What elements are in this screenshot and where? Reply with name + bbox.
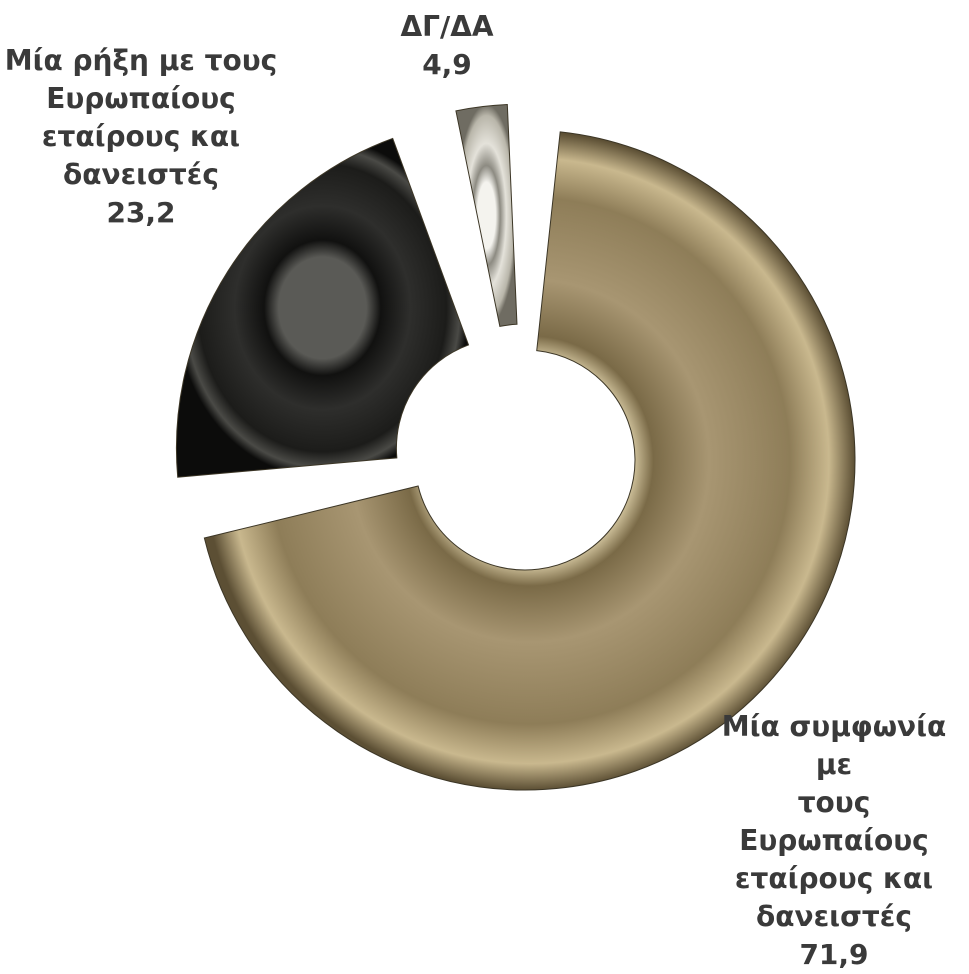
donut-chart <box>175 103 856 791</box>
label-agreement-text: Μία συμφωνία με τους Ευρωπαίους εταίρους… <box>721 710 947 933</box>
slice-dont-know <box>455 103 518 328</box>
label-dont-know: ΔΓ/ΔΑ 4,9 <box>372 8 522 84</box>
slice-agreement <box>203 131 856 791</box>
label-dont-know-text: ΔΓ/ΔΑ <box>400 10 494 43</box>
label-rupture: Μία ρήξη με τους Ευρωπαίους εταίρους και… <box>0 42 282 232</box>
slice-rupture <box>175 137 470 478</box>
label-agreement: Μία συμφωνία με τους Ευρωπαίους εταίρους… <box>700 708 968 974</box>
label-rupture-value: 23,2 <box>106 196 176 229</box>
label-rupture-text: Μία ρήξη με τους Ευρωπαίους εταίρους και… <box>4 44 278 191</box>
label-agreement-value: 71,9 <box>799 938 869 971</box>
label-dont-know-value: 4,9 <box>422 48 472 81</box>
